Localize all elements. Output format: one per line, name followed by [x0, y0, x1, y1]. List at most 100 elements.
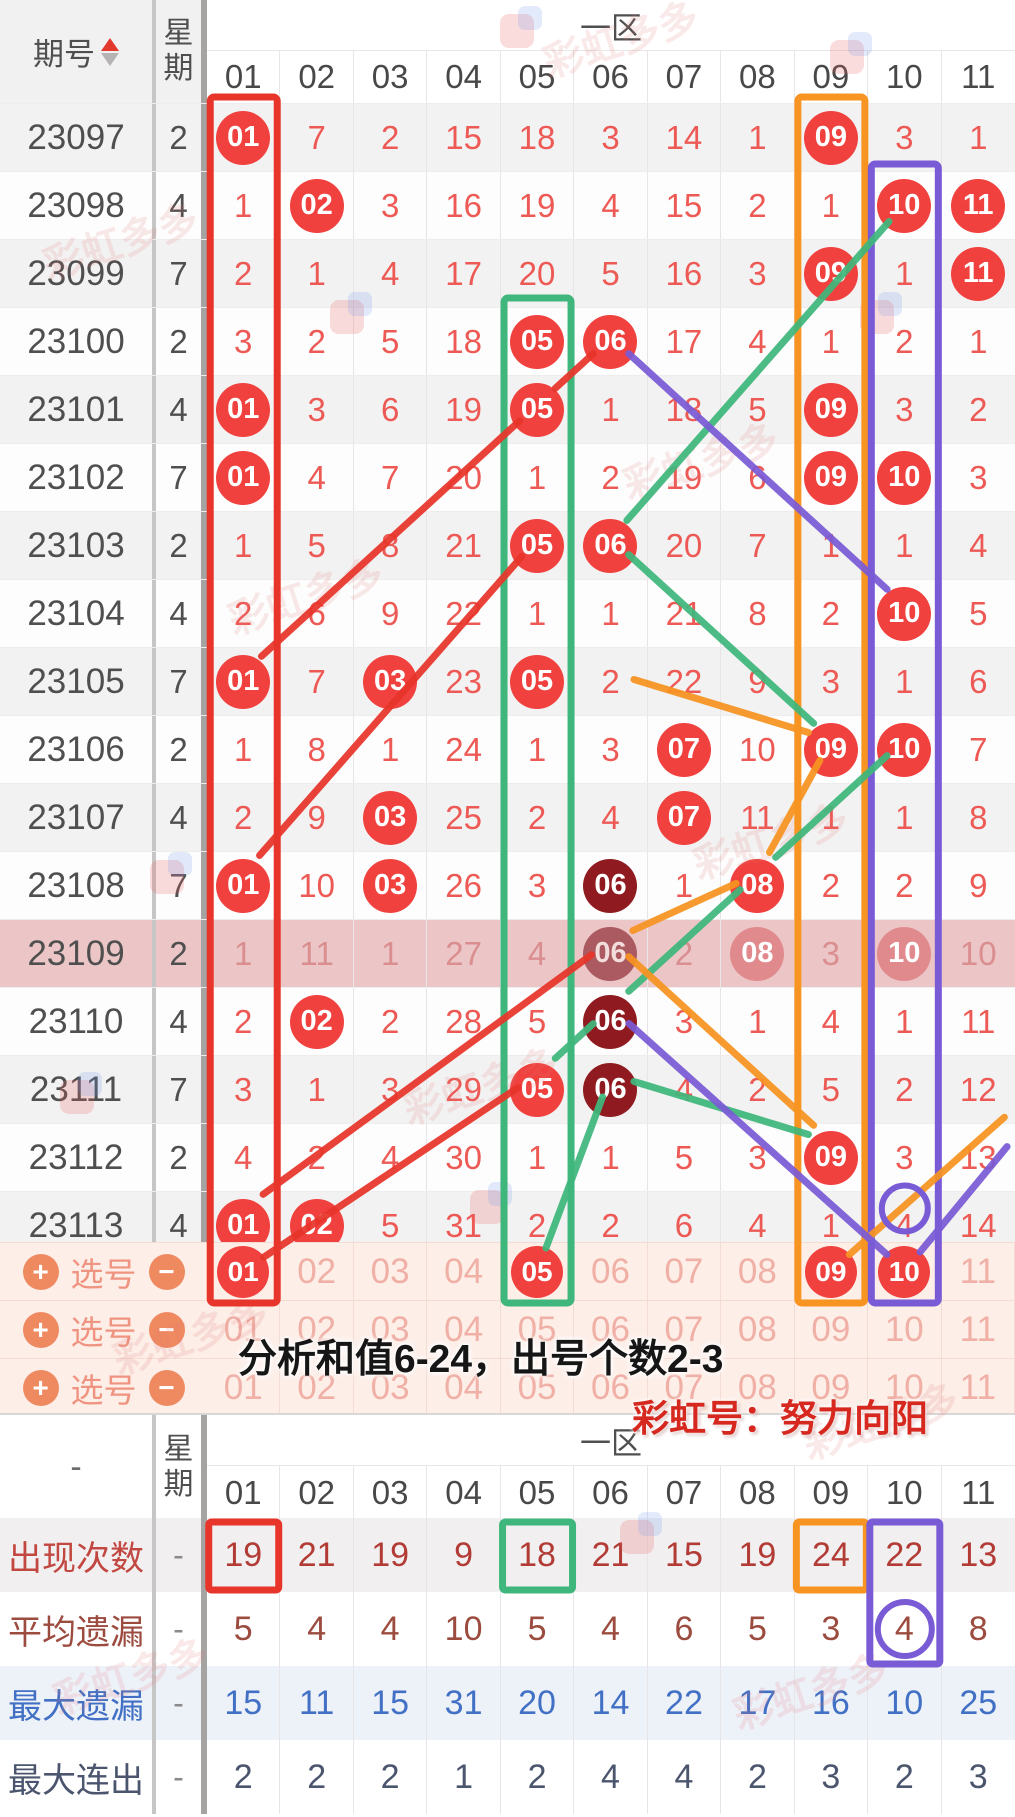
pick-cell-11[interactable]: 11 [942, 1243, 1015, 1300]
pick-cell-03[interactable]: 03 [354, 1301, 428, 1358]
pick-cell-10[interactable]: 10 [868, 1243, 942, 1300]
pickable-number[interactable]: 08 [737, 1251, 777, 1291]
pickable-number[interactable]: 02 [297, 1309, 337, 1349]
pickable-number[interactable]: 08 [737, 1367, 777, 1407]
pickable-number[interactable]: 06 [591, 1367, 630, 1407]
pickable-number[interactable]: 06 [591, 1309, 630, 1349]
pickable-number[interactable]: 07 [664, 1367, 704, 1407]
pickable-number[interactable]: 01 [223, 1367, 263, 1407]
pickable-number[interactable]: 03 [370, 1251, 410, 1291]
pick-cell-09[interactable]: 09 [795, 1301, 869, 1358]
pickable-number[interactable]: 10 [884, 1309, 924, 1349]
pick-cell-05[interactable]: 05 [501, 1359, 575, 1416]
pick-cell-01[interactable]: 01 [207, 1301, 281, 1358]
pickable-number[interactable]: 02 [297, 1367, 337, 1407]
cell-col-08: 3 [721, 1124, 795, 1191]
cell-col-04: 29 [427, 1056, 501, 1123]
picked-ball-01[interactable]: 01 [217, 1245, 270, 1298]
miss-count: 20 [518, 254, 556, 292]
picker-row-3: + 选号 − 01 02 03 04 05 06 07 08 09 10 11 [0, 1358, 1015, 1416]
cell-col-08: 1 [721, 988, 795, 1055]
pickable-number[interactable]: 11 [959, 1251, 996, 1291]
pick-cell-01[interactable]: 01 [207, 1359, 281, 1416]
picker-rows: + 选号 −01 02 03 04 05 06 07 08 09 10 11 + 选号 −01 02 03 04 05… [0, 1242, 1015, 1416]
pick-cell-03[interactable]: 03 [354, 1359, 428, 1416]
pickable-number[interactable]: 08 [737, 1309, 777, 1349]
pick-cell-07[interactable]: 07 [648, 1301, 722, 1358]
pickable-number[interactable]: 03 [370, 1309, 410, 1349]
pick-cell-04[interactable]: 04 [427, 1243, 501, 1300]
pick-cell-07[interactable]: 07 [648, 1243, 722, 1300]
cell-col-03: 2 [354, 988, 428, 1055]
pickable-number[interactable]: 02 [297, 1251, 337, 1291]
ball-circle-01: 01 [216, 382, 271, 437]
pick-cell-06[interactable]: 06 [574, 1301, 648, 1358]
cell-col-02: 10 [280, 852, 354, 919]
stat-row-1: 出现次数 -19 21 19 9 18 21 15 19 24 22 13 [0, 1518, 1015, 1592]
issue-number: 23109 [27, 933, 125, 973]
pickable-number[interactable]: 04 [444, 1251, 484, 1291]
cell-col-01: 1 [207, 920, 281, 987]
pick-cell-04[interactable]: 04 [427, 1301, 501, 1358]
pick-cell-05[interactable]: 05 [501, 1301, 575, 1358]
picked-ball-05[interactable]: 05 [511, 1245, 564, 1298]
pickable-number[interactable]: 07 [664, 1309, 704, 1349]
remove-pick-button[interactable]: − [148, 1311, 185, 1348]
pick-cell-08[interactable]: 08 [721, 1243, 795, 1300]
weekday: 7 [152, 240, 207, 307]
pick-cell-04[interactable]: 04 [427, 1359, 501, 1416]
pick-cell-09[interactable]: 09 [795, 1359, 869, 1416]
pick-cell-05[interactable]: 05 [501, 1243, 575, 1300]
pickable-number[interactable]: 04 [444, 1309, 484, 1349]
pickable-number[interactable]: 10 [884, 1367, 924, 1407]
stat-cell-10: 10 [868, 1666, 942, 1740]
pickable-number[interactable]: 03 [370, 1367, 410, 1407]
pick-cell-10[interactable]: 10 [868, 1359, 942, 1416]
pick-cell-06[interactable]: 06 [574, 1243, 648, 1300]
pick-cell-11[interactable]: 11 [942, 1359, 1015, 1416]
miss-count: 6 [969, 662, 988, 700]
pickable-number[interactable]: 05 [517, 1367, 557, 1407]
picked-ball-09[interactable]: 09 [804, 1245, 857, 1298]
pickable-number[interactable]: 05 [517, 1309, 557, 1349]
stats-week-header: 星期 [152, 1415, 207, 1520]
cell-col-11: 5 [942, 580, 1015, 647]
cell-col-05: 1 [501, 580, 575, 647]
pick-cell-02[interactable]: 02 [280, 1243, 354, 1300]
miss-count: 28 [445, 1002, 482, 1040]
pick-cell-02[interactable]: 02 [280, 1301, 354, 1358]
pickable-number[interactable]: 01 [223, 1309, 263, 1349]
add-pick-button[interactable]: + [22, 1369, 59, 1406]
sort-icons[interactable] [101, 37, 119, 66]
add-pick-button[interactable]: + [22, 1253, 59, 1290]
add-pick-button[interactable]: + [22, 1311, 59, 1348]
pick-cell-07[interactable]: 07 [648, 1359, 722, 1416]
pickable-number[interactable]: 07 [664, 1251, 704, 1291]
pickable-number[interactable]: 11 [959, 1367, 996, 1407]
remove-pick-button[interactable]: − [148, 1369, 185, 1406]
cell-col-09: 1 [795, 308, 869, 375]
pick-cell-10[interactable]: 10 [868, 1301, 942, 1358]
pickable-number[interactable]: 04 [444, 1367, 484, 1407]
pickable-number[interactable]: 06 [591, 1251, 630, 1291]
pick-cell-02[interactable]: 02 [280, 1359, 354, 1416]
issue-column-header[interactable]: 期号 [0, 0, 152, 103]
pick-cell-06[interactable]: 06 [574, 1359, 648, 1416]
cell-col-09: 09 [795, 444, 869, 511]
picked-ball-10[interactable]: 10 [878, 1245, 931, 1298]
pick-cell-03[interactable]: 03 [354, 1243, 428, 1300]
pickable-number[interactable]: 09 [811, 1309, 851, 1349]
pick-cell-11[interactable]: 11 [942, 1301, 1015, 1358]
sort-asc-icon[interactable] [101, 37, 119, 51]
pick-cell-08[interactable]: 08 [721, 1359, 795, 1416]
sort-desc-icon[interactable] [101, 52, 119, 66]
pick-cell-01[interactable]: 01 [207, 1243, 281, 1300]
pickable-number[interactable]: 11 [959, 1309, 996, 1349]
pickable-number[interactable]: 09 [811, 1367, 851, 1407]
cell-col-04: 27 [427, 920, 501, 987]
stat-cell-09: 3 [795, 1592, 869, 1666]
pick-cell-09[interactable]: 09 [795, 1243, 869, 1300]
remove-pick-button[interactable]: − [148, 1253, 185, 1290]
pick-cell-08[interactable]: 08 [721, 1301, 795, 1358]
cell-col-05: 18 [501, 104, 575, 171]
